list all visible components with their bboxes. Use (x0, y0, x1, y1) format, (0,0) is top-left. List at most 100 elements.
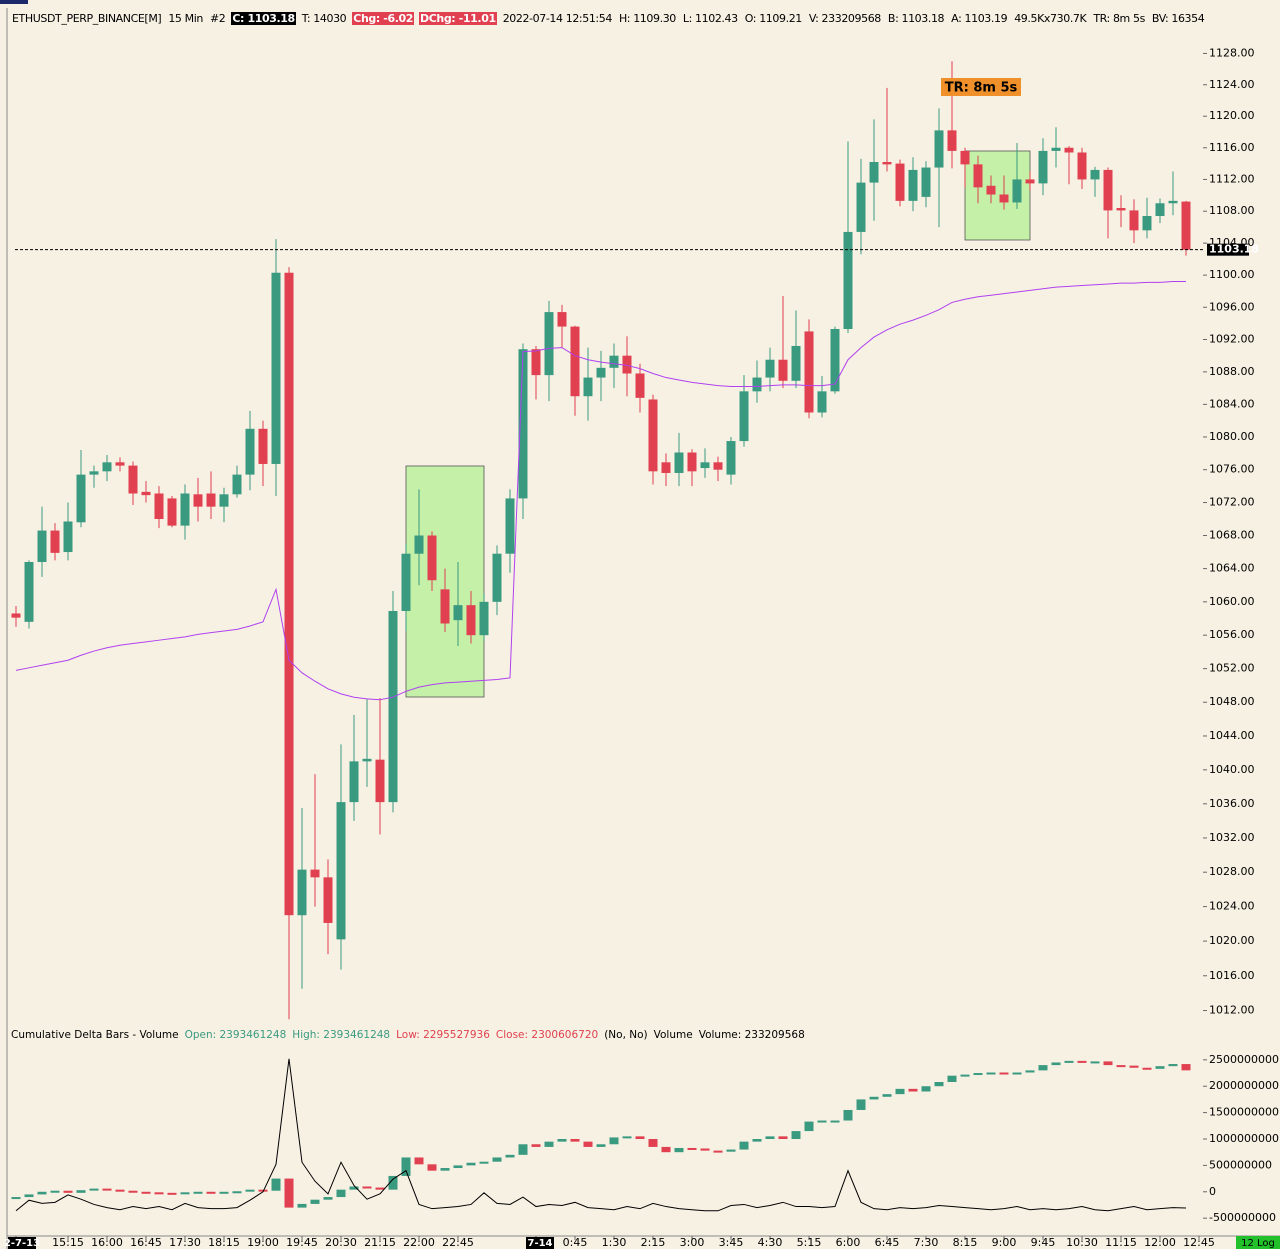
delta-bar (349, 1186, 359, 1190)
x-tick-label: 6:00 (836, 1236, 861, 1249)
delta-bar (1038, 1065, 1048, 1071)
panel-info: Open: 2393461248 (184, 1029, 287, 1041)
delta-bar (414, 1157, 424, 1165)
delta-bar (1012, 1072, 1022, 1075)
y-tick-label: 1028.00 (1209, 865, 1255, 878)
last-price-box (1207, 243, 1249, 256)
y-tick-label: 2500000000 (1209, 1053, 1279, 1066)
delta-bar (635, 1136, 645, 1139)
header-item: V: 233209568 (808, 12, 881, 25)
candle-body (908, 169, 918, 201)
candle-body (323, 877, 333, 923)
candle-body (687, 452, 697, 472)
candle-body (37, 530, 47, 562)
y-tick-label: 1052.00 (1209, 662, 1255, 675)
delta-bar (830, 1120, 840, 1123)
scale-badge (1236, 1236, 1280, 1249)
x-tick-label: 8:15 (953, 1236, 978, 1249)
header: ETHUSDT_PERP_BINANCE[M] 15 Min #2 C: 1103.1… (11, 12, 1205, 26)
candle-body (635, 373, 645, 398)
header-item: O: 1109.21 (744, 12, 803, 25)
candle-body (11, 613, 21, 618)
header-item: 2022-07-14 12:51:54 (502, 12, 613, 25)
delta-bar (323, 1197, 333, 1200)
delta-bar (986, 1072, 996, 1075)
delta-bar (154, 1192, 164, 1195)
delta-bar (947, 1075, 957, 1082)
delta-bar (726, 1149, 736, 1152)
x-tick-label: 1:30 (602, 1236, 627, 1249)
y-tick-label: 1036.00 (1209, 797, 1255, 810)
candle-body (1077, 152, 1087, 180)
candle-body (544, 312, 554, 376)
candle-body (362, 758, 372, 762)
y-tick-label: 1124.00 (1209, 78, 1255, 91)
delta-bar (479, 1161, 489, 1164)
x-tick-label: 16:45 (130, 1236, 162, 1249)
delta-bar (492, 1157, 502, 1162)
x-tick-label: 16:00 (91, 1236, 123, 1249)
x-tick-label: 12:00 (1144, 1236, 1176, 1249)
candle-body (1142, 215, 1152, 231)
candle-body (492, 553, 502, 602)
delta-bar (921, 1086, 931, 1092)
candle-body (1116, 208, 1126, 211)
delta-bar (518, 1144, 528, 1155)
y-tick-label: 2000000000 (1209, 1079, 1279, 1092)
delta-bar (596, 1144, 606, 1147)
y-tick-label: 1084.00 (1209, 397, 1255, 410)
candle-body (440, 589, 450, 624)
candle-body (1025, 179, 1035, 184)
delta-bar (89, 1188, 99, 1191)
x-tick-label: 2:15 (641, 1236, 666, 1249)
header-item: L: 1102.43 (682, 12, 738, 25)
delta-bar (804, 1121, 814, 1132)
delta-bar (778, 1136, 788, 1139)
candle-body (765, 359, 775, 378)
delta-bar (232, 1191, 242, 1194)
y-tick-label: 1060.00 (1209, 595, 1255, 608)
candle-body (1103, 169, 1113, 211)
candle-body (128, 465, 138, 494)
candle-body (700, 462, 710, 469)
candle-body (882, 161, 892, 165)
y-tick-label: 0 (1209, 1185, 1216, 1198)
delta-bar (440, 1168, 450, 1171)
panel-info: High: 2393461248 (292, 1029, 391, 1041)
delta-bar (1103, 1061, 1113, 1066)
delta-bar (869, 1096, 879, 1100)
candle-body (752, 377, 762, 392)
y-tick-label: -500000000 (1209, 1211, 1276, 1224)
delta-bar (1077, 1060, 1087, 1063)
delta-bar (375, 1187, 385, 1190)
candle-body (115, 462, 125, 466)
header-item: Chg: -6.02 (352, 12, 414, 25)
candle-body (960, 150, 970, 165)
header-item: TR: 8m 5s (1093, 12, 1145, 25)
candle-body (973, 164, 983, 188)
x-tick-label: 5:15 (797, 1236, 822, 1249)
delta-bar (999, 1072, 1009, 1075)
delta-bar (609, 1137, 619, 1145)
y-tick-label: 1024.00 (1209, 900, 1255, 913)
candle-body (427, 535, 437, 581)
delta-bar (622, 1136, 632, 1139)
y-tick-label: 1096.00 (1209, 300, 1255, 313)
candle-body (674, 452, 684, 473)
delta-bar (466, 1162, 476, 1166)
candle-body (245, 428, 255, 475)
delta-bar (1168, 1064, 1178, 1067)
delta-bar (1116, 1065, 1126, 1068)
y-tick-label: 1080.00 (1209, 430, 1255, 443)
candle-body (63, 521, 73, 553)
header-item: T: 14030 (301, 12, 347, 25)
delta-bar (141, 1191, 151, 1194)
candle-body (739, 391, 749, 442)
y-tick-label: 1000000000 (1209, 1132, 1279, 1145)
y-tick-label: 1076.00 (1209, 463, 1255, 476)
candle-body (830, 329, 840, 392)
candle-body (232, 474, 242, 495)
candle-body (661, 462, 671, 473)
x-tick-label: 10:30 (1066, 1236, 1098, 1249)
